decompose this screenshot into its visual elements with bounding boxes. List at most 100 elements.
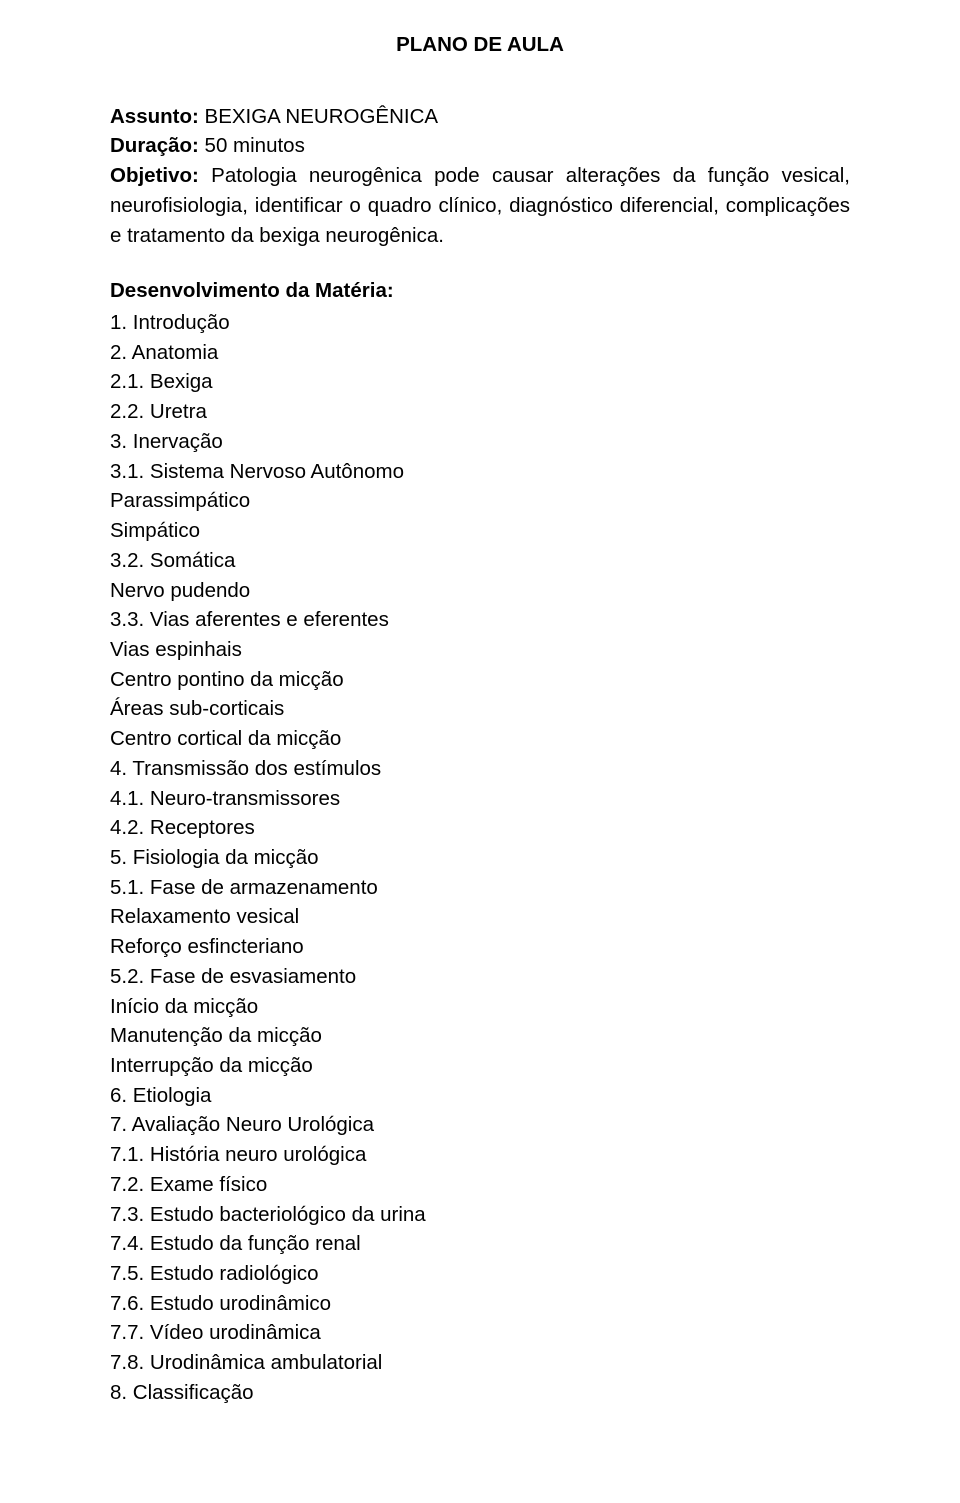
- outline-item-number: 4.2.: [110, 816, 150, 839]
- outline-item-number: 2.: [110, 341, 132, 364]
- outline-item: Áreas sub-corticais: [110, 694, 850, 724]
- outline-item-number: 7.: [110, 1113, 132, 1136]
- outline-item: Início da micção: [110, 992, 850, 1022]
- outline-item: 1. Introdução: [110, 308, 850, 338]
- outline-item-text: Vias espinhais: [110, 638, 242, 661]
- outline-item-number: 7.7.: [110, 1321, 150, 1344]
- outline-item: Parassimpático: [110, 486, 850, 516]
- assunto-line: Assunto: BEXIGA NEUROGÊNICA: [110, 102, 850, 132]
- outline-item: Simpático: [110, 516, 850, 546]
- page-title: PLANO DE AULA: [110, 30, 850, 60]
- outline-item: 5. Fisiologia da micção: [110, 843, 850, 873]
- outline-item-text: Estudo bacteriológico da urina: [150, 1203, 426, 1226]
- outline-item-text: Somática: [150, 549, 235, 572]
- outline-item-text: Reforço esfincteriano: [110, 935, 304, 958]
- outline-item: 7.8. Urodinâmica ambulatorial: [110, 1348, 850, 1378]
- outline-item-number: 5.1.: [110, 876, 150, 899]
- outline-item: 7.5. Estudo radiológico: [110, 1259, 850, 1289]
- outline-item-number: 5.: [110, 846, 133, 869]
- outline-item: 2.2. Uretra: [110, 397, 850, 427]
- outline-item-number: 7.6.: [110, 1292, 150, 1315]
- outline-item-text: Fase de armazenamento: [150, 876, 378, 899]
- outline-item-number: 4.1.: [110, 787, 150, 810]
- outline-item-text: Introdução: [133, 311, 230, 334]
- outline-item: 3.2. Somática: [110, 546, 850, 576]
- outline-item-text: Manutenção da micção: [110, 1024, 322, 1047]
- outline-item-text: Centro cortical da micção: [110, 727, 341, 750]
- outline-item-text: Nervo pudendo: [110, 579, 250, 602]
- duracao-value: 50 minutos: [199, 134, 305, 157]
- outline-item-text: Exame físico: [150, 1173, 267, 1196]
- outline-item: 7.4. Estudo da função renal: [110, 1229, 850, 1259]
- outline-item-number: 2.2.: [110, 400, 150, 423]
- outline-item: 4. Transmissão dos estímulos: [110, 754, 850, 784]
- outline-item: 6. Etiologia: [110, 1081, 850, 1111]
- outline-item-number: 2.1.: [110, 370, 150, 393]
- outline-item: 4.1. Neuro-transmissores: [110, 784, 850, 814]
- outline-item-text: Fase de esvasiamento: [150, 965, 356, 988]
- outline-item: Reforço esfincteriano: [110, 932, 850, 962]
- outline-item: 3.3. Vias aferentes e eferentes: [110, 605, 850, 635]
- assunto-value: BEXIGA NEUROGÊNICA: [199, 105, 438, 128]
- outline-item: 7.2. Exame físico: [110, 1170, 850, 1200]
- outline-item: 5.1. Fase de armazenamento: [110, 873, 850, 903]
- outline-item: Relaxamento vesical: [110, 902, 850, 932]
- outline-item-text: Simpático: [110, 519, 200, 542]
- outline-item-text: Estudo da função renal: [150, 1232, 361, 1255]
- outline-item-number: 3.1.: [110, 460, 150, 483]
- outline-item-number: 3.2.: [110, 549, 150, 572]
- outline-item-text: História neuro urológica: [150, 1143, 367, 1166]
- outline-item: 7.3. Estudo bacteriológico da urina: [110, 1200, 850, 1230]
- objetivo-label: Objetivo:: [110, 164, 199, 187]
- outline-item: Centro cortical da micção: [110, 724, 850, 754]
- outline-item-text: Interrupção da micção: [110, 1054, 313, 1077]
- outline-item-number: 7.2.: [110, 1173, 150, 1196]
- outline-item: Interrupção da micção: [110, 1051, 850, 1081]
- outline-item-number: 3.: [110, 430, 133, 453]
- outline-item: 5.2. Fase de esvasiamento: [110, 962, 850, 992]
- outline-item-text: Fisiologia da micção: [133, 846, 319, 869]
- outline-item-number: 7.4.: [110, 1232, 150, 1255]
- outline-item-text: Urodinâmica ambulatorial: [150, 1351, 382, 1374]
- outline-item-text: Inervação: [133, 430, 223, 453]
- outline-item-number: 7.3.: [110, 1203, 150, 1226]
- duracao-label: Duração:: [110, 134, 199, 157]
- outline-item-number: 4.: [110, 757, 132, 780]
- outline-item-text: Centro pontino da micção: [110, 668, 344, 691]
- outline-item: 2. Anatomia: [110, 338, 850, 368]
- outline-item: 3. Inervação: [110, 427, 850, 457]
- outline-item-text: Transmissão dos estímulos: [132, 757, 381, 780]
- outline-item-text: Avaliação Neuro Urológica: [132, 1113, 374, 1136]
- spacer: [110, 250, 850, 276]
- outline-item-text: Áreas sub-corticais: [110, 697, 284, 720]
- objetivo-line: Objetivo: Patologia neurogênica pode cau…: [110, 161, 850, 250]
- outline-item: 2.1. Bexiga: [110, 367, 850, 397]
- outline-item-number: 7.8.: [110, 1351, 150, 1374]
- outline-item-text: Estudo radiológico: [150, 1262, 319, 1285]
- dev-heading: Desenvolvimento da Matéria:: [110, 276, 850, 306]
- outline-item-text: Bexiga: [150, 370, 213, 393]
- dev-list: 1. Introdução2. Anatomia2.1. Bexiga2.2. …: [110, 308, 850, 1408]
- outline-item-text: Relaxamento vesical: [110, 905, 299, 928]
- outline-item-text: Sistema Nervoso Autônomo: [150, 460, 404, 483]
- outline-item-text: Classificação: [133, 1381, 254, 1404]
- outline-item-number: 8.: [110, 1381, 133, 1404]
- outline-item: 7.1. História neuro urológica: [110, 1140, 850, 1170]
- outline-item-number: 1.: [110, 311, 133, 334]
- outline-item-text: Etiologia: [133, 1084, 212, 1107]
- outline-item: Manutenção da micção: [110, 1021, 850, 1051]
- outline-item: 7.7. Vídeo urodinâmica: [110, 1318, 850, 1348]
- outline-item: 3.1. Sistema Nervoso Autônomo: [110, 457, 850, 487]
- outline-item-text: Estudo urodinâmico: [150, 1292, 331, 1315]
- outline-item-number: 5.2.: [110, 965, 150, 988]
- outline-item: Vias espinhais: [110, 635, 850, 665]
- outline-item-text: Vídeo urodinâmica: [150, 1321, 321, 1344]
- outline-item-text: Uretra: [150, 400, 207, 423]
- outline-item-number: 7.5.: [110, 1262, 150, 1285]
- outline-item: 8. Classificação: [110, 1378, 850, 1408]
- outline-item-text: Receptores: [150, 816, 255, 839]
- outline-item: Centro pontino da micção: [110, 665, 850, 695]
- outline-item-text: Parassimpático: [110, 489, 250, 512]
- outline-item: 4.2. Receptores: [110, 813, 850, 843]
- outline-item-number: 7.1.: [110, 1143, 150, 1166]
